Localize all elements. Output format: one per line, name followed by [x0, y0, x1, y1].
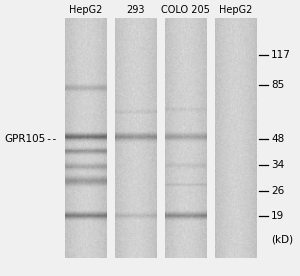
- Text: --: --: [45, 134, 57, 144]
- Text: 19: 19: [271, 211, 284, 221]
- Text: HepG2: HepG2: [219, 5, 253, 15]
- Text: (kD): (kD): [271, 234, 293, 244]
- Text: 34: 34: [271, 160, 284, 170]
- Text: COLO 205: COLO 205: [161, 5, 210, 15]
- Text: 85: 85: [271, 80, 284, 90]
- Text: 293: 293: [126, 5, 145, 15]
- Text: 48: 48: [271, 134, 284, 144]
- Text: HepG2: HepG2: [69, 5, 102, 15]
- Text: GPR105: GPR105: [4, 134, 46, 144]
- Text: 26: 26: [271, 186, 284, 196]
- Text: 117: 117: [271, 50, 291, 60]
